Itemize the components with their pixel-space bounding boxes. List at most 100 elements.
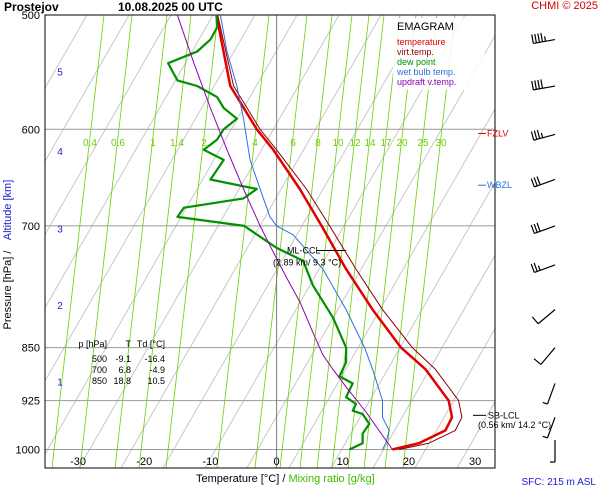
- mixing-ratio-label: 1.4: [170, 138, 184, 149]
- temperature-tick-label: 20: [403, 456, 415, 468]
- mixing-ratio-label: 20: [396, 138, 408, 149]
- table-cell: 500: [92, 354, 107, 364]
- series-wet-bulb-temp-line: [219, 15, 390, 450]
- dry-adiabat-line: [204, 15, 466, 468]
- mixing-ratio-line: [299, 15, 353, 468]
- table-cell: 850: [92, 376, 107, 386]
- temperature-tick-label: -10: [202, 456, 218, 468]
- wind-barb-flag: [530, 263, 535, 273]
- chart-title: EMAGRAM: [397, 21, 454, 33]
- fzlv-label: FZLV: [487, 128, 508, 138]
- wind-barb-flag: [536, 222, 541, 232]
- mixing-ratio-label: 17: [380, 138, 392, 149]
- table-header: p [hPa]: [78, 339, 107, 349]
- table-cell: 18.8: [113, 376, 131, 386]
- dry-adiabat-line: [45, 15, 214, 309]
- pressure-tick-label: 500: [22, 10, 40, 22]
- dry-adiabat-line: [45, 15, 88, 90]
- wind-barb-flag: [534, 80, 537, 90]
- wind-barb-staff: [534, 225, 556, 234]
- mixing-ratio-label: 6: [290, 138, 296, 149]
- dry-adiabat-line: [162, 15, 424, 468]
- series-updraft-v-temp-line: [176, 15, 393, 450]
- wind-barb-half: [544, 36, 547, 42]
- mixing-ratio-line: [316, 15, 370, 468]
- altitude-tick-label: 3: [57, 225, 63, 236]
- mixing-ratio-line: [279, 15, 333, 468]
- table-cell: 700: [92, 365, 107, 375]
- wind-barb-flag: [534, 33, 537, 43]
- mixing-ratio-label: 2: [201, 138, 207, 149]
- wind-barb-staff: [546, 383, 556, 405]
- dry-adiabat-line: [78, 15, 340, 468]
- mixing-ratio-line: [216, 15, 270, 468]
- dry-adiabat-line: [541, 15, 600, 468]
- wind-barb-staff: [534, 178, 556, 188]
- ccl-value: (2.89 km/ 9.3 °C): [273, 257, 341, 267]
- wind-barb-staff: [540, 347, 556, 365]
- legend-entry: dew point: [397, 57, 436, 67]
- table-header: Td [°C]: [137, 339, 165, 349]
- mixing-ratio-label: 1: [150, 138, 156, 149]
- wind-barb-half: [542, 401, 548, 405]
- wind-barb-flag: [533, 262, 538, 272]
- temperature-tick-label: -30: [70, 456, 86, 468]
- wind-barb-flag: [530, 131, 535, 141]
- legend-entry: virt.temp.: [397, 47, 434, 57]
- altitude-tick-label: 5: [57, 67, 63, 78]
- wind-barb-half: [537, 265, 541, 271]
- wind-barb-flag: [536, 129, 541, 139]
- dry-adiabat-line: [583, 15, 600, 468]
- dry-adiabat-line: [45, 15, 256, 382]
- mixing-ratio-label: 0.6: [111, 138, 125, 149]
- dry-adiabat-line: [45, 15, 172, 236]
- wind-barb-flag: [531, 316, 539, 325]
- dry-adiabat-line: [120, 15, 382, 468]
- temperature-tick-label: -20: [136, 456, 152, 468]
- table-cell: -16.4: [144, 354, 165, 364]
- mixing-ratio-label: 25: [417, 138, 429, 149]
- x-axis-title: Temperature [°C] / Mixing ratio [g/kg]: [196, 473, 375, 485]
- dry-adiabat-line: [330, 181, 495, 468]
- wind-barb-flag: [533, 358, 542, 365]
- dry-adiabat-line: [288, 108, 495, 468]
- table-cell: -9.1: [115, 354, 131, 364]
- mixing-ratio-line: [402, 15, 456, 468]
- mixing-ratio-label: 8: [315, 138, 321, 149]
- wind-barb-flag: [540, 79, 544, 89]
- wind-barb-flag: [530, 178, 535, 188]
- wind-barb-flag: [537, 33, 540, 43]
- legend-background: [393, 18, 485, 90]
- temperature-tick-label: 30: [469, 456, 481, 468]
- plot-frame: [44, 14, 496, 469]
- wind-barb-flag: [536, 176, 541, 186]
- lcl-value: (0.56 km/ 14.2 °C): [478, 420, 551, 430]
- pressure-tick-label: 850: [22, 343, 40, 355]
- series-temperatureline: [215, 15, 454, 451]
- legend-entry: temperature: [397, 37, 446, 47]
- wind-barb-staff: [546, 417, 556, 439]
- mixing-ratio-label: 10: [332, 138, 344, 149]
- wind-barb-flag: [530, 224, 535, 234]
- temperature-tick-label: 10: [337, 456, 349, 468]
- mixing-ratio-label: 0.4: [83, 138, 97, 149]
- legend-entry: wet bulb temp.: [396, 67, 456, 77]
- altitude-tick-label: 1: [57, 377, 63, 388]
- pressure-tick-label: 925: [22, 396, 40, 408]
- wind-barb-flag: [537, 79, 540, 89]
- mixing-ratio-line: [363, 15, 417, 468]
- altitude-tick-label: 4: [57, 147, 63, 158]
- mixing-ratio-line: [114, 15, 168, 468]
- wind-barb-half: [542, 435, 548, 439]
- wind-barb-flag: [531, 80, 534, 90]
- legend-entry: updraft v.temp.: [397, 77, 456, 87]
- wind-barb-half: [540, 132, 544, 138]
- series-dew-pointline: [167, 15, 371, 451]
- mixing-ratio-line: [254, 15, 308, 468]
- dry-adiabat-line: [372, 254, 495, 468]
- wind-barb-flag: [533, 223, 538, 233]
- mixing-ratio-line: [165, 15, 219, 468]
- dry-adiabat-line: [246, 34, 495, 468]
- wind-barb-flag: [531, 34, 534, 44]
